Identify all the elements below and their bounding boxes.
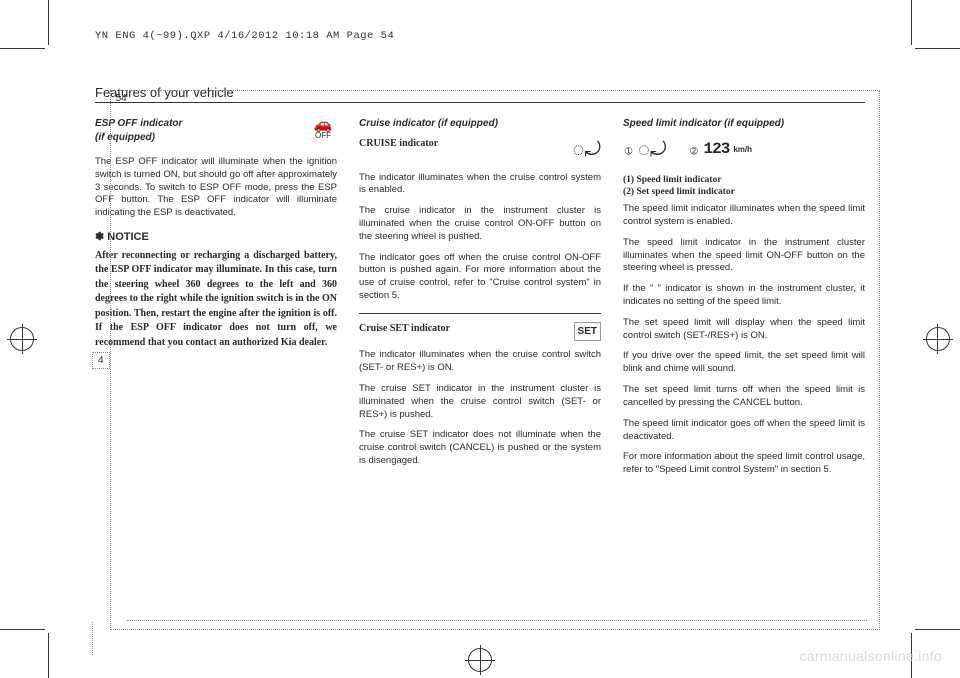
footer-dotted-line-v <box>92 622 93 655</box>
page-number: 54 <box>110 90 880 630</box>
chapter-number: 4 <box>92 352 110 369</box>
page-content: YN ENG 4(~99).QXP 4/16/2012 10:18 AM Pag… <box>95 85 865 625</box>
footer-dotted-line <box>127 620 867 621</box>
print-header: YN ENG 4(~99).QXP 4/16/2012 10:18 AM Pag… <box>95 30 394 42</box>
watermark: carmanualsonline.info <box>800 648 943 664</box>
page-number-box: 4 54 <box>92 90 880 630</box>
